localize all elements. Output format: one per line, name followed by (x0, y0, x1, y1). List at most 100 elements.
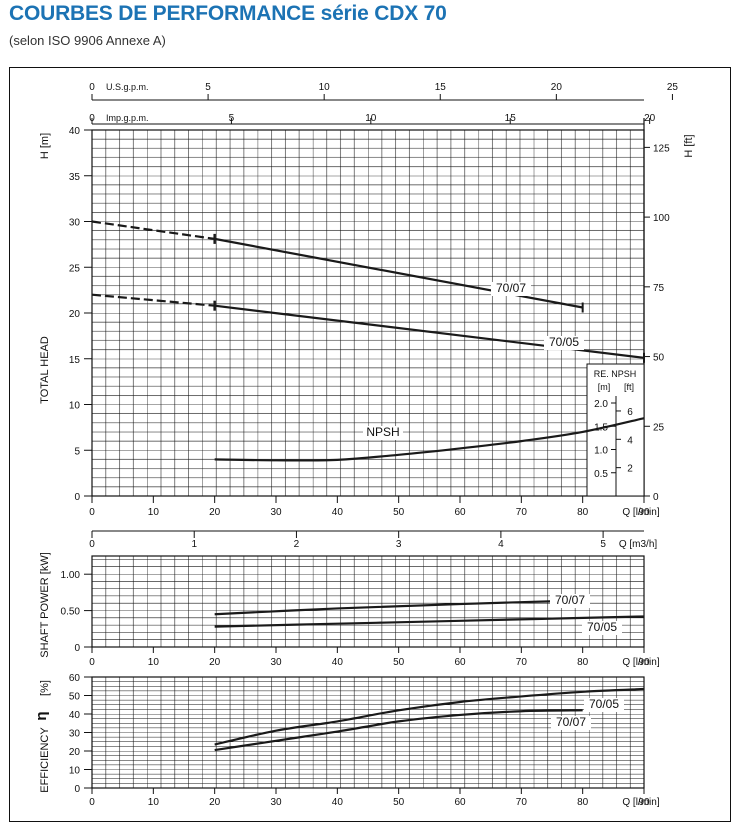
npsh-ft-tick-label: 6 (627, 407, 633, 418)
outer-frame (9, 67, 731, 822)
power-ylabel: SHAFT POWER [kW] (39, 552, 51, 658)
efficiency-curve-70/07 (214, 709, 583, 752)
head-ytick-label: 15 (69, 355, 81, 366)
npsh-axis-unit-m: [m] (598, 382, 611, 392)
npsh-m-tick-label: 2.0 (594, 399, 608, 410)
top-axis-tick-label: 10 (365, 113, 377, 124)
head-xtick-label: 30 (270, 507, 282, 518)
series-label: 70/05 (589, 697, 619, 711)
head-ytick-label: 20 (69, 309, 81, 320)
top-axis-tick-label: 10 (319, 82, 331, 93)
top-axis-label: U.S.g.p.m. (106, 82, 149, 92)
head-xtick-label: 60 (454, 507, 466, 518)
head-ft-tick-label: 0 (653, 492, 659, 503)
power-ytick-label: 1.00 (61, 570, 81, 581)
m3h-tick-label: 2 (294, 539, 300, 550)
head-xtick-label: 90 (638, 507, 650, 518)
efficiency-ytick-label: 40 (69, 710, 81, 721)
efficiency-curve-70/05 (214, 687, 645, 746)
efficiency-xtick-label: 0 (89, 797, 95, 808)
head-ft-tick-label: 25 (653, 422, 665, 433)
series-label-bg (550, 594, 590, 608)
npsh-m-tick-label: 0.5 (594, 469, 608, 480)
power-xtick-label: 60 (454, 657, 466, 668)
efficiency-xtick-label: 50 (393, 797, 405, 808)
top-axis-tick-label: 5 (205, 82, 211, 93)
head-xtick-label: 20 (209, 507, 221, 518)
head-xtick-label: 50 (393, 507, 405, 518)
head-ytick-label: 10 (69, 401, 81, 412)
power-xtick-label: 0 (89, 657, 95, 668)
head-ytick-label: 35 (69, 172, 81, 183)
power-xtick-label: 70 (516, 657, 528, 668)
efficiency-ysymbol: η (33, 711, 50, 720)
top-axis-tick-label: 15 (505, 113, 517, 124)
page-subtitle: (selon ISO 9906 Annexe A) (9, 33, 166, 48)
top-axis-tick-label: 20 (644, 113, 656, 124)
power-xtick-label: 20 (209, 657, 221, 668)
head-xtick-label: 80 (577, 507, 589, 518)
efficiency-xtick-label: 70 (516, 797, 528, 808)
head-xlabel: Q [l/min] (622, 507, 659, 518)
top-axis-tick-label: 0 (89, 113, 95, 124)
head-xtick-label: 0 (89, 507, 95, 518)
efficiency-yunit: [%] (39, 680, 51, 696)
head-ytick-label: 40 (69, 126, 81, 137)
head-ft-tick-label: 100 (653, 213, 670, 224)
efficiency-ylabel: EFFICIENCY (39, 727, 51, 793)
power-xtick-label: 30 (270, 657, 282, 668)
efficiency-ytick-label: 10 (69, 766, 81, 777)
head-curve-dashed (91, 293, 215, 307)
efficiency-xlabel: Q [l/min] (622, 797, 659, 808)
series-label-bg (363, 426, 403, 440)
head-xtick-label: 70 (516, 507, 528, 518)
m3h-tick-label: 4 (498, 539, 504, 550)
series-label-bg (544, 336, 584, 350)
head-xtick-label: 10 (148, 507, 160, 518)
head-ytick-label: 30 (69, 218, 81, 229)
m3h-tick-label: 1 (191, 539, 197, 550)
axes-layer (84, 94, 673, 794)
head-yunit-left: H [m] (39, 133, 51, 159)
m3h-tick-label: 5 (600, 539, 606, 550)
series-label: 70/05 (587, 620, 617, 634)
head-ytick-label: 5 (74, 446, 80, 457)
npsh-axis-label: RE. NPSH (594, 369, 637, 379)
efficiency-ytick-label: 30 (69, 729, 81, 740)
series-label: 70/07 (556, 715, 586, 729)
head-xtick-label: 40 (332, 507, 344, 518)
head-ylabel: TOTAL HEAD (39, 336, 51, 404)
power-xtick-label: 10 (148, 657, 160, 668)
power-xtick-label: 50 (393, 657, 405, 668)
m3h-tick-label: 0 (89, 539, 95, 550)
power-curve-70/07 (214, 599, 583, 616)
efficiency-grid (92, 677, 644, 788)
head-ft-tick-label: 75 (653, 283, 665, 294)
head-curve-dashed (91, 220, 215, 240)
series-label: NPSH (366, 425, 399, 439)
m3h-axis-label: Q [m3/h] (619, 539, 658, 550)
series-label: 70/07 (555, 593, 585, 607)
npsh-axis-unit-ft: [ft] (624, 382, 634, 392)
npsh-ft-tick-label: 2 (627, 464, 633, 475)
efficiency-xtick-label: 20 (209, 797, 221, 808)
series-label: 70/05 (549, 335, 579, 349)
power-ytick-label: 0.50 (61, 607, 81, 618)
head-ft-tick-label: 125 (653, 143, 670, 154)
efficiency-xtick-label: 40 (332, 797, 344, 808)
efficiency-ytick-label: 60 (69, 673, 81, 684)
power-xlabel: Q [l/min] (622, 657, 659, 668)
efficiency-xtick-label: 60 (454, 797, 466, 808)
efficiency-xtick-label: 90 (638, 797, 650, 808)
series-label-bg (551, 716, 591, 730)
series-label-bg (584, 698, 624, 712)
page-title: COURBES DE PERFORMANCE série CDX 70 (9, 2, 447, 25)
top-axis-tick-label: 5 (229, 113, 235, 124)
power-xtick-label: 80 (577, 657, 589, 668)
top-axis-tick-label: 15 (435, 82, 447, 93)
top-axis-tick-label: 20 (551, 82, 563, 93)
series-label: 70/07 (496, 281, 526, 295)
top-axis-tick-label: 0 (89, 82, 95, 93)
